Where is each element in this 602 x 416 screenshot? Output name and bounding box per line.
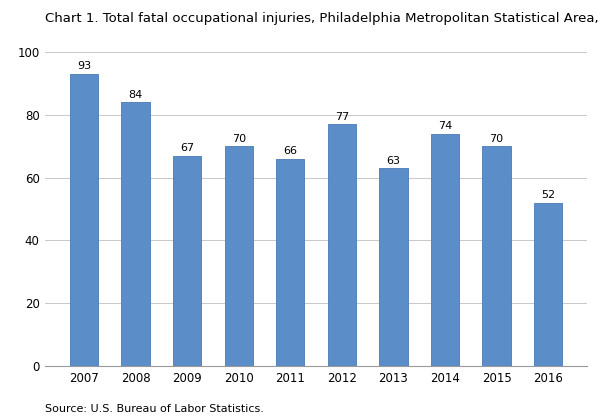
Text: 84: 84 (128, 90, 143, 100)
Text: Chart 1. Total fatal occupational injuries, Philadelphia Metropolitan Statistica: Chart 1. Total fatal occupational injuri… (45, 12, 602, 25)
Text: Source: U.S. Bureau of Labor Statistics.: Source: U.S. Bureau of Labor Statistics. (45, 404, 264, 414)
Text: 93: 93 (77, 62, 91, 72)
Text: 77: 77 (335, 112, 349, 122)
Text: 66: 66 (284, 146, 297, 156)
Bar (327, 124, 356, 366)
Text: 52: 52 (541, 190, 555, 200)
Text: 67: 67 (180, 143, 194, 153)
Text: 70: 70 (232, 134, 246, 144)
Text: 63: 63 (386, 156, 400, 166)
Bar (122, 102, 150, 366)
Bar (225, 146, 253, 366)
Bar (70, 74, 98, 366)
Text: 74: 74 (438, 121, 452, 131)
Bar (276, 159, 305, 366)
Bar (173, 156, 201, 366)
Bar (534, 203, 562, 366)
Bar (431, 134, 459, 366)
Text: 70: 70 (489, 134, 504, 144)
Bar (379, 168, 408, 366)
Bar (482, 146, 510, 366)
